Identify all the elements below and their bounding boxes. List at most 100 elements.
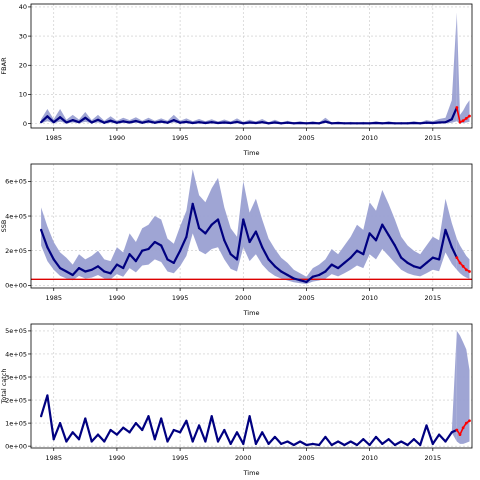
data-point [179,249,182,252]
data-point [109,119,112,122]
data-point [248,240,251,244]
data-point [292,443,295,447]
data-point [77,438,81,441]
data-point [261,121,264,124]
x-tick-label: 2015 [425,134,442,142]
data-point [374,435,378,439]
data-point [400,256,403,259]
data-point [387,121,390,125]
data-point [400,440,403,443]
data-point [261,431,264,434]
data-point [210,415,213,418]
data-point [393,244,397,247]
data-point [90,268,93,271]
y-tick-label: 0e+00 [5,442,27,450]
x-tick-label: 1990 [109,454,126,462]
plot-frame [30,3,473,129]
data-point [166,121,169,124]
data-point [223,121,226,124]
chart-panel-fbar: 1985 1990 1995 2000 2005 2010 2015 0 10 20 30 40 Tim… [0,3,473,157]
data-point [109,272,112,275]
data-point [468,270,471,273]
data-point [46,246,49,249]
data-point [381,122,384,125]
data-point [412,265,415,268]
data-point [461,264,465,268]
data-point [438,258,441,261]
y-tick-label: 1e+05 [5,419,27,427]
data-point [349,440,352,443]
data-point [280,442,283,445]
data-point [216,440,220,443]
data-point [204,232,207,235]
data-point [431,442,434,445]
data-point [179,431,182,434]
y-tick-label: 6e+05 [5,178,27,186]
data-point [458,120,462,124]
data-point [71,431,74,434]
x-tick-label: 2000 [235,454,252,462]
data-point [179,121,182,124]
data-point [172,261,175,264]
data-point [406,443,409,447]
data-point [280,122,283,125]
data-point [210,121,213,124]
data-point [210,223,213,226]
data-point [412,438,415,441]
data-point [464,116,468,120]
data-point [299,279,302,282]
data-point [103,270,106,273]
data-point [40,228,43,232]
data-point [40,121,43,124]
data-point [431,121,434,125]
data-point [141,428,144,432]
data-point [267,442,270,445]
data-point [324,120,327,123]
data-point [90,121,93,124]
data-point [77,121,81,124]
data-point [355,122,359,125]
plot-frame [30,163,473,289]
data-point [455,428,459,432]
data-point [336,121,340,125]
y-tick-label: 4e+05 [5,350,27,358]
data-point [197,424,201,427]
x-tick-label: 1990 [109,294,126,302]
confidence-band-estimate [41,169,457,284]
data-point [419,266,422,270]
y-tick-label: 40 [19,3,27,11]
data-point [197,121,201,124]
data-point [153,438,156,441]
data-point [368,122,371,125]
x-tick-label: 2010 [361,294,378,302]
data-point [185,120,188,123]
data-point [115,121,119,124]
data-point [52,258,55,261]
data-point [455,256,459,260]
data-point [343,122,346,125]
data-point [393,122,397,125]
data-point [185,235,188,238]
y-tick-label: 10 [19,91,27,99]
data-point [128,431,131,434]
data-point [438,433,441,436]
x-tick-label: 2005 [298,454,315,462]
y-tick-label: 3e+05 [5,373,27,381]
data-point [299,121,302,125]
y-tick-label: 5e+05 [5,327,27,335]
data-point [172,428,175,432]
data-point [141,249,144,252]
data-point [318,122,321,125]
data-point [229,253,232,256]
data-point [286,440,289,443]
data-point [349,122,352,125]
data-point [368,232,371,235]
data-point [96,265,100,268]
data-point [374,121,378,125]
data-point [71,119,74,122]
data-point [461,426,465,430]
data-point [166,440,169,443]
data-point [393,443,397,447]
data-point [153,121,156,124]
data-point [261,246,264,249]
